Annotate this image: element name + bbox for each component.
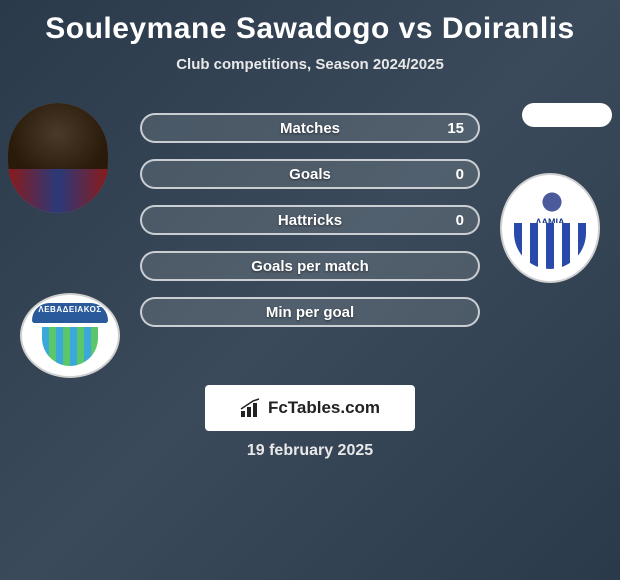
stat-row-goals-per-match: Goals per match [140,251,480,281]
source-logo-text: FcTables.com [268,398,380,418]
stat-right-value: 0 [456,166,464,183]
stat-label: Goals [289,166,331,183]
club-badge-right: ΛΑΜΙΑ [500,173,600,283]
player-left-avatar [8,103,108,213]
stat-row-min-per-goal: Min per goal [140,297,480,327]
stat-label: Matches [280,120,340,137]
stat-label: Min per goal [266,304,354,321]
stat-row-hattricks: Hattricks 0 [140,205,480,235]
comparison-area: ΛΕΒΑΔΕΙΑΚΟΣ ΛΑΜΙΑ Matches 15 Goals 0 Hat… [0,103,620,403]
source-logo: FcTables.com [205,385,415,431]
chart-icon [240,398,262,418]
stat-right-value: 15 [447,120,464,137]
stat-row-matches: Matches 15 [140,113,480,143]
subtitle: Club competitions, Season 2024/2025 [0,56,620,73]
badge-left-text: ΛΕΒΑΔΕΙΑΚΟΣ [22,305,118,314]
stat-label: Goals per match [251,258,369,275]
player-right-avatar [522,103,612,127]
player-right-column [518,103,612,127]
stat-label: Hattricks [278,212,342,229]
club-badge-left: ΛΕΒΑΔΕΙΑΚΟΣ [20,293,120,378]
date-text: 19 february 2025 [0,442,620,460]
stat-row-goals: Goals 0 [140,159,480,189]
page-title: Souleymane Sawadogo vs Doiranlis [0,0,620,46]
stat-right-value: 0 [456,212,464,229]
player-left-column [8,103,108,213]
stats-list: Matches 15 Goals 0 Hattricks 0 Goals per… [140,113,480,343]
